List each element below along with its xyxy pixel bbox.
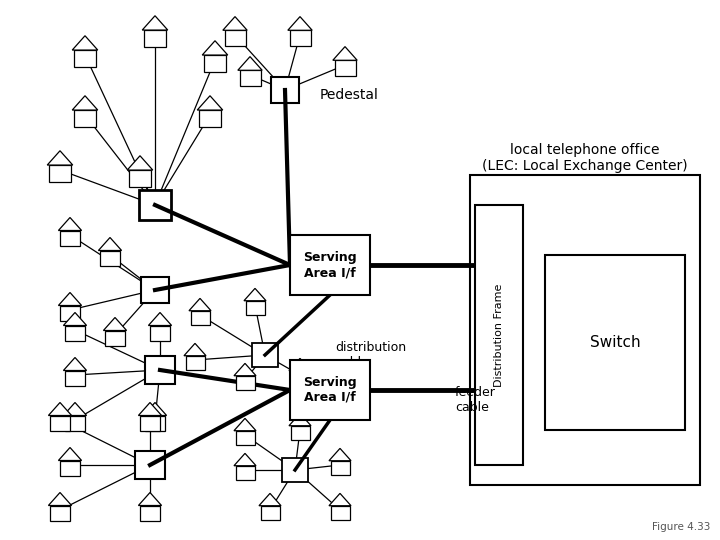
Polygon shape <box>48 402 71 415</box>
Polygon shape <box>259 494 281 506</box>
Text: local telephone office
(LEC: Local Exchange Center): local telephone office (LEC: Local Excha… <box>482 143 688 173</box>
Bar <box>475 205 523 465</box>
Polygon shape <box>48 151 73 165</box>
Bar <box>140 505 160 521</box>
Bar <box>74 110 96 126</box>
Bar <box>282 458 308 482</box>
Text: Distribution Frame: Distribution Frame <box>494 284 504 387</box>
Text: Serving
Area I/f: Serving Area I/f <box>303 376 357 404</box>
Bar <box>65 370 85 386</box>
Bar <box>235 431 254 445</box>
Bar <box>199 110 221 126</box>
Polygon shape <box>234 363 256 376</box>
Bar <box>246 301 264 315</box>
Bar <box>65 326 85 341</box>
Polygon shape <box>333 46 357 60</box>
Bar <box>289 30 310 46</box>
Polygon shape <box>184 343 206 356</box>
Polygon shape <box>244 288 266 301</box>
Polygon shape <box>143 16 168 30</box>
Bar <box>204 55 226 71</box>
Polygon shape <box>288 17 312 30</box>
Bar <box>144 30 166 46</box>
Text: Figure 4.33: Figure 4.33 <box>652 522 710 532</box>
Bar <box>330 461 349 475</box>
Polygon shape <box>138 492 161 505</box>
Polygon shape <box>329 494 351 506</box>
Polygon shape <box>148 313 171 326</box>
Polygon shape <box>143 402 166 415</box>
Bar <box>335 60 356 76</box>
Polygon shape <box>127 156 153 170</box>
Bar <box>139 190 171 220</box>
Polygon shape <box>48 492 71 505</box>
Bar <box>290 235 370 295</box>
Bar <box>240 70 261 86</box>
Polygon shape <box>329 448 351 461</box>
Polygon shape <box>63 357 86 370</box>
Text: Serving
Area I/f: Serving Area I/f <box>303 251 357 279</box>
Polygon shape <box>238 57 262 70</box>
Bar <box>271 77 299 103</box>
Bar <box>470 175 700 485</box>
Polygon shape <box>58 218 81 231</box>
Bar <box>49 165 71 181</box>
Bar <box>186 356 204 370</box>
Bar <box>252 343 278 367</box>
Bar <box>141 277 169 303</box>
Bar <box>60 306 80 321</box>
Bar <box>100 251 120 266</box>
Polygon shape <box>197 96 222 110</box>
Text: Pedestal: Pedestal <box>320 88 379 102</box>
Polygon shape <box>234 418 256 431</box>
Bar <box>60 231 80 246</box>
Bar <box>235 465 254 480</box>
Bar <box>330 506 349 520</box>
Bar <box>65 415 85 430</box>
Bar <box>60 461 80 476</box>
Polygon shape <box>289 359 311 371</box>
Bar <box>545 255 685 430</box>
Polygon shape <box>222 17 247 30</box>
Bar <box>135 451 165 479</box>
Bar <box>140 415 160 430</box>
Bar <box>235 376 254 390</box>
Bar <box>145 356 175 384</box>
Bar <box>290 371 310 385</box>
Bar <box>191 310 210 325</box>
Bar <box>50 415 70 430</box>
Bar <box>290 360 370 420</box>
Text: feeder
cable: feeder cable <box>455 386 496 414</box>
Bar <box>50 505 70 521</box>
Polygon shape <box>72 36 98 50</box>
Polygon shape <box>63 402 86 415</box>
Bar <box>290 426 310 440</box>
Polygon shape <box>99 238 122 251</box>
Polygon shape <box>138 402 161 415</box>
Polygon shape <box>104 318 127 330</box>
Polygon shape <box>189 299 211 310</box>
Polygon shape <box>72 96 98 110</box>
Polygon shape <box>202 40 228 55</box>
Text: Switch: Switch <box>590 335 640 350</box>
Polygon shape <box>58 448 81 461</box>
Polygon shape <box>289 414 311 426</box>
Text: distribution
cable: distribution cable <box>335 341 406 369</box>
Bar <box>105 330 125 346</box>
Bar <box>225 30 246 46</box>
Bar <box>150 326 170 341</box>
Bar <box>261 506 279 520</box>
Polygon shape <box>63 313 86 326</box>
Polygon shape <box>58 293 81 306</box>
Polygon shape <box>234 454 256 465</box>
Bar <box>145 415 165 430</box>
Bar <box>74 50 96 66</box>
Bar <box>129 170 151 186</box>
